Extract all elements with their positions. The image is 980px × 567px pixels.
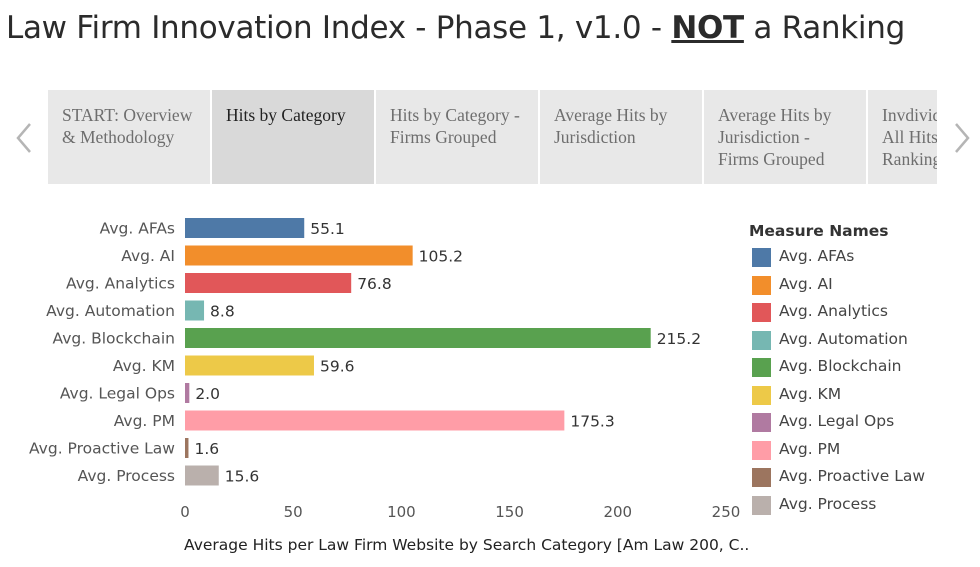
tab-5[interactable]: Average Hits by Jurisdiction - Firms Gro…: [704, 90, 866, 184]
tabs-scroll-left-button[interactable]: [12, 118, 36, 158]
bar: [185, 383, 190, 403]
y-tick-label: Avg. KM: [113, 357, 175, 375]
bar: [185, 465, 219, 486]
legend-items: Avg. AFAs Avg. AI Avg. Analytics Avg. Autom…: [749, 246, 925, 522]
legend-item[interactable]: Avg. AI: [749, 274, 889, 302]
legend-label: Avg. Automation: [779, 329, 908, 348]
story-tabs: START: Overview & Methodology Hits by Cat…: [48, 90, 937, 184]
legend-item[interactable]: Avg. Blockchain: [749, 356, 901, 384]
bar: [185, 410, 565, 431]
data-label: 76.8: [357, 275, 392, 293]
legend-label: Avg. AI: [779, 274, 833, 293]
tab-1[interactable]: START: Overview & Methodology: [48, 90, 210, 184]
x-axis-title: Average Hits per Law Firm Website by Sea…: [184, 536, 750, 554]
legend-item[interactable]: Avg. Analytics: [749, 301, 889, 329]
legend-swatch: [752, 275, 771, 295]
legend-swatch: [752, 495, 771, 515]
legend-swatch: [752, 413, 771, 432]
y-tick-label: Avg. Process: [78, 467, 175, 485]
x-tick-label: 250: [712, 503, 740, 521]
tab-3[interactable]: Hits by Category - Firms Grouped: [376, 90, 538, 184]
tabs-scroll-right-button[interactable]: [950, 118, 974, 158]
tab-6[interactable]: Invdividual Firm - All Hits (NOT a Ranki…: [868, 90, 937, 184]
bar: [185, 218, 305, 238]
legend-label: Avg. KM: [779, 384, 842, 403]
tab-4[interactable]: Average Hits by Jurisdiction: [540, 90, 702, 184]
bar: [185, 300, 205, 321]
legend-item[interactable]: Avg. Process: [749, 494, 889, 522]
legend-item[interactable]: Avg. Automation: [749, 329, 908, 357]
data-label: 15.6: [225, 468, 260, 486]
bar: [185, 355, 314, 376]
legend-swatch: [752, 303, 771, 322]
legend-item[interactable]: Avg. KM: [749, 384, 889, 412]
data-label: 2.0: [195, 385, 220, 403]
legend-item[interactable]: Avg. Proactive Law: [749, 466, 925, 494]
legend-label: Avg. Analytics: [779, 302, 888, 320]
data-label: 105.2: [419, 248, 463, 266]
y-tick-label: Avg. AFAs: [100, 220, 175, 238]
x-tick-label: 200: [603, 503, 632, 521]
y-tick-label: Avg. PM: [114, 412, 175, 430]
page-title: Law Firm Innovation Index - Phase 1, v1.…: [6, 10, 905, 46]
legend-swatch: [752, 440, 771, 460]
y-tick-label: Avg. Automation: [46, 302, 175, 320]
title-text-start: Law Firm Innovation Index - Phase 1, v1.…: [6, 10, 672, 46]
x-tick-label: 50: [284, 503, 303, 521]
bar-chart: Avg. AFAs 55.1 Avg. AI 105.2 Avg. Analytics 7…: [29, 218, 740, 521]
legend-label: Avg. Legal Ops: [779, 412, 895, 430]
legend-swatch: [752, 468, 771, 487]
data-label: 59.6: [320, 358, 355, 376]
data-label: 1.6: [194, 440, 219, 458]
legend-swatch: [752, 248, 771, 267]
chevron-left-icon: [16, 123, 31, 153]
data-label: 8.8: [210, 303, 235, 321]
title-emphasis: NOT: [671, 10, 744, 46]
legend: Measure Names Avg. AFAs Avg. AI Avg. Analy…: [749, 222, 925, 522]
legend-swatch: [752, 385, 771, 405]
legend-label: Avg. AFAs: [779, 247, 855, 265]
legend-swatch: [752, 330, 771, 350]
y-tick-label: Avg. Legal Ops: [60, 385, 175, 403]
bar: [185, 245, 413, 266]
y-tick-label: Avg. Proactive Law: [29, 440, 175, 458]
y-tick-label: Avg. AI: [121, 247, 175, 265]
legend-label: Avg. PM: [779, 439, 841, 458]
data-label: 55.1: [310, 220, 345, 238]
data-label: 215.2: [657, 330, 701, 348]
y-tick-label: Avg. Blockchain: [53, 330, 175, 348]
tab-2[interactable]: Hits by Category: [212, 90, 374, 184]
legend-title: Measure Names: [749, 222, 889, 240]
bar: [185, 328, 651, 348]
legend-item[interactable]: Avg. PM: [749, 439, 889, 467]
legend-item[interactable]: Avg. Legal Ops: [749, 411, 894, 439]
legend-swatch: [752, 358, 771, 377]
x-tick-label: 0: [180, 503, 190, 521]
bar: [185, 438, 189, 458]
legend-item[interactable]: Avg. AFAs: [749, 246, 889, 274]
legend-label: Avg. Blockchain: [779, 357, 902, 375]
x-tick-label: 150: [495, 503, 524, 521]
chevron-right-icon: [955, 123, 970, 153]
legend-label: Avg. Process: [779, 494, 877, 513]
title-text-end: a Ranking: [743, 10, 905, 46]
y-tick-label: Avg. Analytics: [66, 275, 175, 293]
data-label: 175.3: [570, 413, 614, 431]
bar: [185, 273, 352, 293]
x-tick-label: 100: [387, 503, 416, 521]
legend-label: Avg. Proactive Law: [779, 467, 926, 485]
